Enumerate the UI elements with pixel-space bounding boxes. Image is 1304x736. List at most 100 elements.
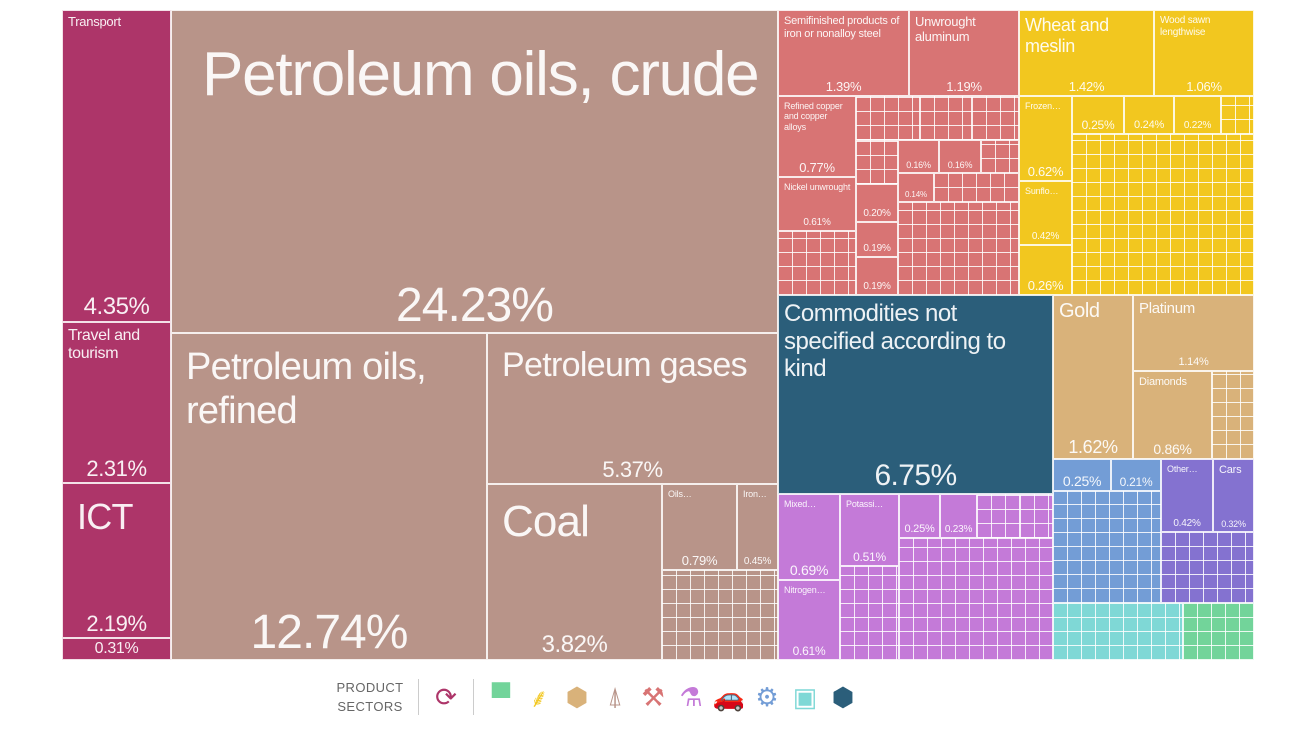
treemap-tile[interactable]: Wheat and meslin 1.42% [1019,10,1154,96]
treemap-tile[interactable]: 0.14% [898,173,934,202]
treemap-tile-minerals-group[interactable] [662,570,778,660]
treemap-tile[interactable]: Oils… 0.79% [662,484,737,570]
treemap-tile[interactable]: Transport 4.35% [62,10,171,322]
treemap-tile-metals-group[interactable] [856,96,920,140]
treemap-tile-metals-group[interactable] [898,202,1019,295]
treemap-tile[interactable]: Unwrought aluminum 1.19% [909,10,1019,96]
treemap-tile[interactable]: 0.20% [856,184,898,222]
treemap-tile-metals-group[interactable] [934,173,1019,202]
tile-value: 0.51% [853,550,886,564]
treemap-tile-precious-group[interactable] [1212,371,1254,459]
treemap-tile[interactable]: 0.22% [1174,96,1221,134]
tile-label: Gold [1059,300,1100,322]
treemap-tile[interactable]: ICT 2.19% [62,483,171,638]
electronics-icon[interactable]: ▣ [792,681,818,712]
treemap-tile[interactable]: Iron… 0.45% [737,484,778,570]
treemap-tile-metals-group[interactable] [856,140,898,184]
tile-value: 0.45% [743,556,772,567]
tile-label: Transport [68,14,121,29]
transportation-icon[interactable]: 🚗 [712,681,746,712]
treemap-tile[interactable]: Semifinished products of iron or nonallo… [778,10,909,96]
treemap-tile[interactable]: Commodities not specified according to k… [778,295,1053,494]
tile-label: Petroleum gases [502,346,748,384]
treemap-tile-chemicals-group[interactable] [899,538,1053,660]
treemap-tile-metals-group[interactable] [972,96,1019,140]
tile-value: 0.69% [789,562,829,578]
vegetable-icon[interactable]: ⸙ [529,683,549,713]
tile-value: 12.74% [250,606,408,659]
treemap-tile[interactable]: Nitrogen… 0.61% [778,580,840,660]
legend-title: PRODUCT SECTORS [330,678,410,716]
treemap-tile-chemicals-group[interactable] [977,494,1020,538]
treemap-tile[interactable]: 0.24% [1124,96,1174,134]
machines-icon[interactable]: ⚙ [755,681,779,712]
treemap-tile[interactable]: Sunflo… 0.42% [1019,181,1072,245]
treemap-tile[interactable]: 0.25% [899,494,940,538]
divider [473,679,474,715]
services-icon[interactable]: ⟳ [435,681,457,712]
tile-label: Petroleum oils, refined [186,346,427,432]
treemap-tile[interactable]: Platinum 1.14% [1133,295,1254,371]
other-icon[interactable]: ⬢ [831,681,855,712]
treemap-tile[interactable]: Cars 0.32% [1213,459,1254,532]
treemap-tile[interactable]: 0.21% [1111,459,1161,491]
treemap-tile[interactable]: Petroleum gases 5.37% [487,333,778,484]
treemap-tile-metals-group[interactable] [920,96,972,140]
tile-value: 0.25% [1081,118,1115,132]
treemap-tile[interactable]: Other… 0.42% [1161,459,1213,532]
tile-label: ICT [77,496,134,537]
treemap-tile-transportation-group[interactable] [1161,532,1254,603]
treemap-tile[interactable]: Mixed… 0.69% [778,494,840,580]
treemap-tile[interactable]: Refined copper and copper alloys 0.77% [778,96,856,177]
treemap-tile-vegetable-group[interactable] [1221,96,1254,134]
treemap-tile[interactable]: 0.26% [1019,245,1072,295]
treemap-tile[interactable]: 0.25% [1053,459,1111,491]
tile-label: Travel and tourism [68,327,140,363]
treemap-tile[interactable]: Petroleum oils, refined 12.74% [171,333,487,660]
tile-label: Petroleum oils, crude [202,40,760,109]
treemap-tile-machines-group[interactable] [1053,491,1161,603]
precious-stones-icon[interactable]: ⬢ [565,681,589,712]
tile-label: Frozen… [1025,101,1061,111]
tile-label: Unwrought aluminum [915,14,976,44]
tile-value: 1.42% [1068,79,1105,94]
treemap-tile[interactable]: 0.25% [1072,96,1124,134]
treemap-tile-vegetable-group[interactable] [1072,134,1254,295]
treemap-tile[interactable]: 0.23% [940,494,977,538]
tile-label: Diamonds [1139,376,1187,388]
treemap-tile[interactable]: Petroleum oils, crude 24.23% [171,10,778,333]
treemap-tile[interactable]: Diamonds 0.86% [1133,371,1212,459]
textiles-icon[interactable]: ▀ [491,681,511,712]
tile-label: Other… [1167,464,1198,474]
treemap-tile[interactable]: 0.16% [898,140,939,173]
tile-value: 0.61% [803,217,831,228]
tile-value: 3.82% [541,631,608,658]
tile-value: 0.62% [1027,164,1064,179]
treemap-tile-metals-group[interactable] [981,140,1019,173]
tile-value: 0.23% [944,524,973,535]
treemap-tile[interactable]: 0.19% [856,257,898,295]
treemap-tile[interactable]: Travel and tourism 2.31% [62,322,171,483]
treemap-tile[interactable]: Nickel unwrought 0.61% [778,177,856,231]
treemap-tile-chemicals-group[interactable] [1020,494,1053,538]
tile-label: Nitrogen… [784,585,826,595]
treemap-tile-textiles-group[interactable] [1183,603,1254,660]
minerals-icon[interactable]: ⍋ [607,681,623,711]
tile-value: 0.19% [863,281,891,292]
treemap-tile[interactable]: Potassi… 0.51% [840,494,899,566]
treemap-tile[interactable]: 0.19% [856,222,898,257]
treemap-tile[interactable]: 0.31% [62,638,171,660]
treemap-tile-electronics-group[interactable] [1053,603,1183,660]
treemap-tile[interactable]: 0.16% [939,140,981,173]
chemicals-icon[interactable]: ⚗ [679,681,703,712]
treemap-tile[interactable]: Wood sawn lengthwise 1.06% [1154,10,1254,96]
treemap-tile[interactable]: Coal 3.82% [487,484,662,660]
treemap-tile-metals-group[interactable] [778,231,856,295]
treemap-tile-chemicals-group[interactable] [840,566,899,660]
tile-value: 0.19% [863,243,891,254]
tile-label: Potassi… [846,499,884,509]
treemap-tile[interactable]: Frozen… 0.62% [1019,96,1072,181]
metals-icon[interactable]: ⚒ [641,681,665,712]
tile-value: 0.77% [799,160,835,175]
treemap-tile[interactable]: Gold 1.62% [1053,295,1133,459]
